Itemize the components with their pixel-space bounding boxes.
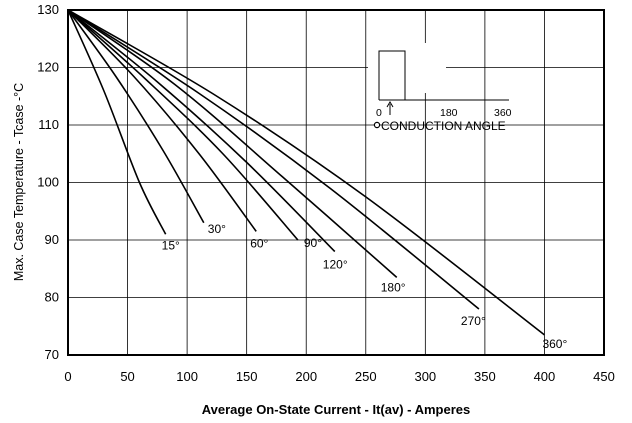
- grid: [68, 10, 604, 355]
- x-tick-label: 0: [64, 369, 71, 384]
- series-line-1: [67, 9, 205, 224]
- y-tick-label: 70: [45, 347, 59, 362]
- y-tick-label: 90: [45, 232, 59, 247]
- inset-tick-360: 360: [494, 107, 512, 119]
- y-tick-label: 130: [37, 2, 59, 17]
- series-line-6: [67, 9, 480, 310]
- series-line-3: [67, 9, 299, 241]
- plot-frame: [67, 9, 605, 356]
- x-axis-title: Average On-State Current - It(av) - Ampe…: [202, 402, 471, 417]
- inset-arrowhead: [386, 101, 394, 108]
- series-line-2: [67, 9, 257, 232]
- x-tick-label: 200: [295, 369, 317, 384]
- series-label-1: 30°: [208, 222, 226, 236]
- y-tick-labels: 70 80 90 100 110 120 130: [37, 2, 59, 362]
- series-label-3: 90°: [304, 236, 322, 250]
- y-tick-label: 100: [37, 175, 59, 190]
- x-tick-label: 300: [414, 369, 436, 384]
- y-axis-title: Max. Case Temperature - Tcase -°C: [12, 83, 26, 281]
- curves: [67, 9, 545, 336]
- x-tick-labels: 0 50 100 150 200 250 300 350 400 450: [64, 369, 614, 384]
- y-tick-label: 120: [37, 60, 59, 75]
- inset-pulse: [378, 50, 406, 100]
- inset-caption: CONDUCTION ANGLE: [381, 119, 506, 133]
- y-tick-label: 110: [38, 117, 59, 132]
- series-label-4: 120°: [323, 258, 348, 272]
- series-label-5: 180°: [381, 280, 406, 294]
- curve-labels: 15° 30° 60° 90°120° 180° 270° 360°: [162, 222, 568, 351]
- y-tick-label: 80: [45, 290, 59, 305]
- conduction-angle-inset: 0 180 360 CONDUCTION ANGLE: [368, 43, 512, 133]
- series-label-6: 270°: [461, 314, 486, 328]
- inset-tick-0: 0: [376, 107, 382, 119]
- series-line-4: [67, 9, 336, 253]
- series-line-0: [67, 9, 167, 235]
- series-label-2: 60°: [250, 236, 268, 250]
- x-tick-label: 250: [355, 369, 377, 384]
- x-tick-label: 450: [593, 369, 615, 384]
- series-line-7: [67, 9, 545, 336]
- x-tick-label: 400: [534, 369, 556, 384]
- inset-tick-180: 180: [440, 107, 458, 119]
- x-tick-label: 100: [176, 369, 198, 384]
- series-label-7: 360°: [542, 337, 567, 351]
- x-tick-label: 50: [120, 369, 134, 384]
- inset-origin-marker: [373, 121, 381, 129]
- series-line-5: [67, 9, 398, 278]
- x-tick-label: 350: [474, 369, 496, 384]
- series-label-0: 15°: [162, 238, 180, 252]
- x-tick-label: 150: [236, 369, 258, 384]
